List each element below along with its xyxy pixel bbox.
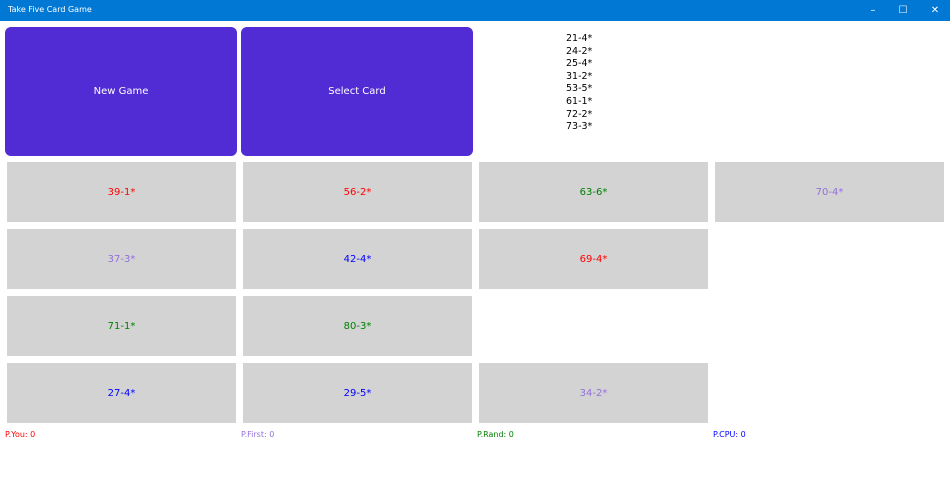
hand-card[interactable]: 21-4* [566, 33, 593, 44]
close-icon[interactable]: ✕ [930, 5, 940, 16]
board-card[interactable]: 80-3* [243, 296, 472, 356]
minimize-icon[interactable]: – [870, 5, 876, 16]
hand-list: 21-4* 24-2* 25-4* 31-2* 53-5* 61-1* 72-2* 73-3* [566, 33, 592, 134]
board-card[interactable]: 63-6* [479, 162, 708, 222]
player-score: P.CPU: 0 [713, 430, 746, 439]
board-card[interactable]: 39-1* [7, 162, 236, 222]
player-score: P.Rand: 0 [477, 430, 514, 439]
board-card[interactable]: 37-3* [7, 229, 236, 289]
hand-card[interactable]: 72-2* [566, 108, 593, 120]
board-card[interactable]: 69-4* [479, 229, 708, 289]
hand-card[interactable]: 25-4* [566, 58, 593, 70]
board-card[interactable]: 70-4* [715, 162, 944, 222]
title-bar: Take Five Card Game – ☐ ✕ [0, 0, 950, 21]
new-game-button[interactable]: New Game [5, 27, 237, 156]
board-card[interactable]: 56-2* [243, 162, 472, 222]
hand-card[interactable]: 24-2* [566, 45, 593, 57]
board-card[interactable]: 71-1* [7, 296, 236, 356]
board-card[interactable]: 34-2* [479, 363, 708, 423]
hand-card[interactable]: 31-2* [566, 70, 593, 82]
player-score: P.First: 0 [241, 430, 275, 439]
board-card[interactable]: 27-4* [7, 363, 236, 423]
board-card[interactable]: 42-4* [243, 229, 472, 289]
hand-card[interactable]: 61-1* [566, 95, 593, 107]
hand-card[interactable]: 53-5* [566, 83, 593, 95]
player-score: P.You: 0 [5, 430, 36, 439]
maximize-icon[interactable]: ☐ [898, 5, 908, 16]
select-card-button[interactable]: Select Card [241, 27, 473, 156]
hand-card[interactable]: 73-3* [566, 121, 593, 133]
board-card[interactable]: 29-5* [243, 363, 472, 423]
window-title: Take Five Card Game [8, 5, 92, 14]
